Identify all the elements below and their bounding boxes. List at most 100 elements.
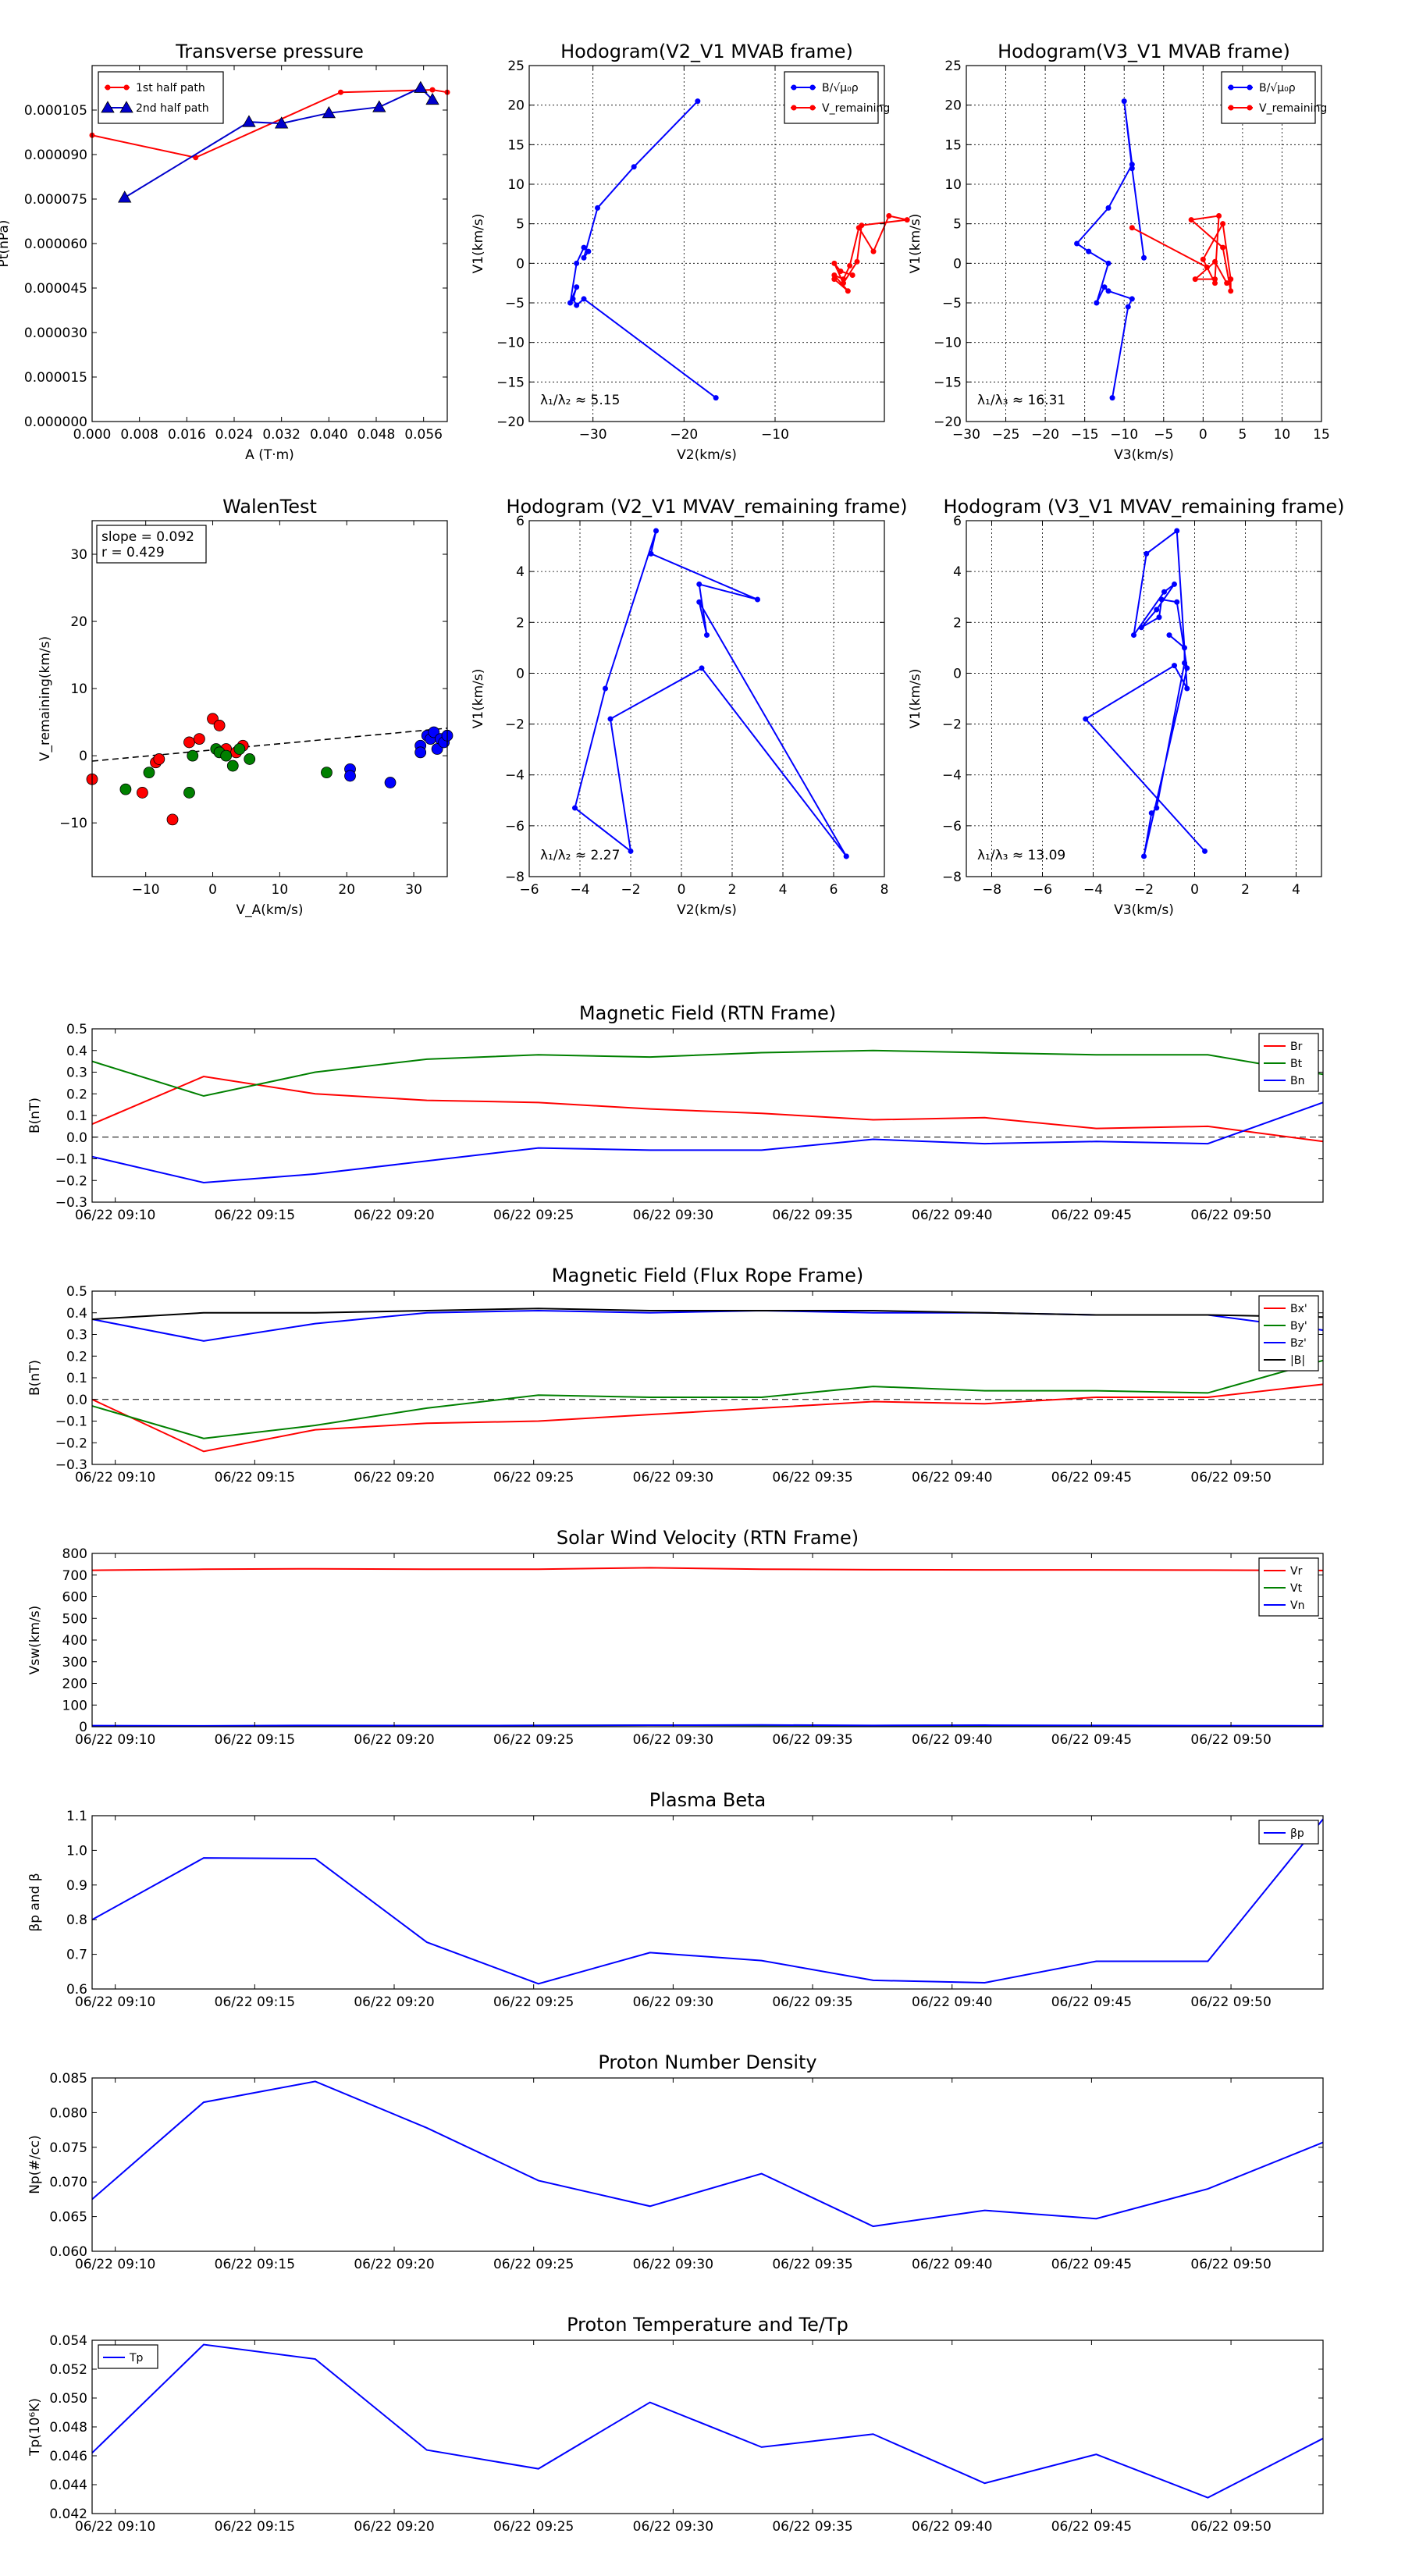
data-point — [847, 262, 853, 269]
y-tick-label: 0.046 — [49, 2449, 87, 2464]
data-point — [1200, 256, 1206, 262]
data-point — [581, 254, 587, 261]
legend-label: Vt — [1290, 1582, 1303, 1595]
data-point — [1144, 550, 1150, 557]
data-point — [425, 92, 439, 105]
ratio-annotation: λ₁/λ₂ ≈ 5.15 — [540, 393, 620, 408]
x-tick-label: 10 — [272, 882, 289, 898]
legend-marker — [1247, 105, 1253, 111]
data-point — [1204, 264, 1210, 270]
y-tick-label: 0.3 — [66, 1066, 87, 1081]
x-tick-label: 0 — [678, 882, 686, 898]
data-point — [585, 248, 592, 254]
data-point — [1182, 645, 1187, 651]
x-tick-label: 4 — [779, 882, 788, 898]
x-tick-label: 15 — [1313, 427, 1330, 443]
data-point — [344, 770, 356, 782]
data-point — [755, 596, 760, 603]
data-point — [704, 632, 710, 639]
data-point — [1086, 248, 1092, 254]
y-tick-label: −5 — [942, 296, 962, 311]
x-tick-label: −25 — [992, 427, 1020, 443]
y-tick-label: −20 — [496, 415, 525, 430]
data-point — [119, 783, 132, 795]
y-tick-label: 0.065 — [49, 2210, 87, 2226]
data-point — [226, 760, 239, 772]
y-tick-label: −8 — [942, 870, 962, 885]
x-tick-label: 6 — [830, 882, 838, 898]
x-tick-label: −30 — [952, 427, 980, 443]
data-point — [1121, 98, 1127, 105]
x-tick-label: 0.048 — [357, 427, 396, 443]
y-tick-label: 4 — [953, 564, 962, 580]
legend-box — [784, 71, 879, 124]
data-point — [831, 260, 838, 266]
chart-title: Hodogram(V3_V1 MVAB frame) — [998, 41, 1290, 62]
data-point — [1184, 685, 1190, 692]
series-line-0 — [91, 1383, 1324, 1453]
x-tick-label: −10 — [761, 427, 789, 443]
y-tick-label: 15 — [507, 137, 525, 153]
x-axis-label: V2(km/s) — [677, 902, 737, 918]
axes-frame — [91, 2077, 1324, 2252]
series-line-0 — [1084, 529, 1206, 857]
x-tick-label: 06/22 09:25 — [493, 1994, 574, 2010]
ratio-annotation: λ₁/λ₂ ≈ 2.27 — [540, 848, 620, 863]
data-point — [1131, 632, 1136, 639]
data-point — [1083, 716, 1089, 722]
y-tick-label: 0.4 — [66, 1306, 87, 1322]
y-tick-label: 0.000075 — [24, 192, 87, 208]
y-tick-label: 0.1 — [66, 1108, 87, 1124]
y-tick-label: 25 — [944, 59, 962, 74]
series-line-0 — [91, 1818, 1324, 1985]
series-line-1 — [91, 1359, 1324, 1439]
data-point — [1220, 244, 1226, 251]
data-point — [1105, 205, 1112, 211]
x-tick-label: 06/22 09:30 — [633, 2257, 713, 2272]
data-point — [843, 853, 849, 859]
data-point — [1138, 624, 1144, 631]
stats-box — [96, 525, 207, 564]
x-axis-label: V3(km/s) — [1114, 447, 1174, 463]
data-point — [838, 268, 844, 274]
y-tick-label: 0.048 — [49, 2420, 87, 2435]
y-tick-label: 0.000090 — [24, 148, 87, 163]
series-line-0 — [91, 1567, 1324, 1571]
data-point — [574, 260, 580, 266]
data-point — [1172, 581, 1177, 587]
series-line-0 — [91, 1076, 1324, 1143]
y-tick-label: 10 — [507, 177, 525, 193]
y-axis-label: Tp(10⁶K) — [27, 2398, 43, 2457]
chart-8: 06/22 09:10 06/22 09:15 06/22 09:20 06/22 0… — [27, 1527, 1324, 1748]
data-point — [699, 665, 705, 671]
x-axis-label: A (T·m) — [245, 447, 294, 463]
data-point — [1228, 288, 1234, 294]
data-point — [1141, 853, 1147, 859]
data-point — [1156, 614, 1162, 621]
y-tick-label: −10 — [59, 816, 87, 831]
y-tick-label: −2 — [505, 717, 525, 733]
legend-label: Bx' — [1290, 1303, 1307, 1315]
x-tick-label: 0 — [1190, 882, 1199, 898]
data-point — [1154, 805, 1160, 811]
x-tick-label: 06/22 09:50 — [1190, 1994, 1271, 2010]
x-tick-label: 8 — [880, 882, 889, 898]
x-tick-label: 06/22 09:35 — [772, 1208, 852, 1223]
x-tick-label: 06/22 09:10 — [75, 2257, 155, 2272]
data-point — [653, 528, 659, 534]
data-point — [628, 848, 634, 854]
x-tick-label: 06/22 09:40 — [912, 1994, 992, 2010]
y-tick-label: 0.4 — [66, 1044, 87, 1059]
x-tick-label: 06/22 09:20 — [354, 1208, 434, 1223]
chart-title: Magnetic Field (RTN Frame) — [579, 1002, 836, 1024]
x-tick-label: 06/22 09:45 — [1051, 1994, 1132, 2010]
data-point — [845, 288, 851, 294]
x-tick-label: 06/22 09:35 — [772, 1470, 852, 1485]
y-tick-label: 0 — [79, 1720, 87, 1735]
data-point — [595, 205, 600, 211]
chart-0: 0.000 0.008 0.016 0.024 0.032 0.040 0.048 0.056… — [0, 41, 450, 463]
x-tick-label: 06/22 09:15 — [215, 2519, 295, 2535]
x-tick-label: 06/22 09:45 — [1051, 1732, 1132, 1748]
